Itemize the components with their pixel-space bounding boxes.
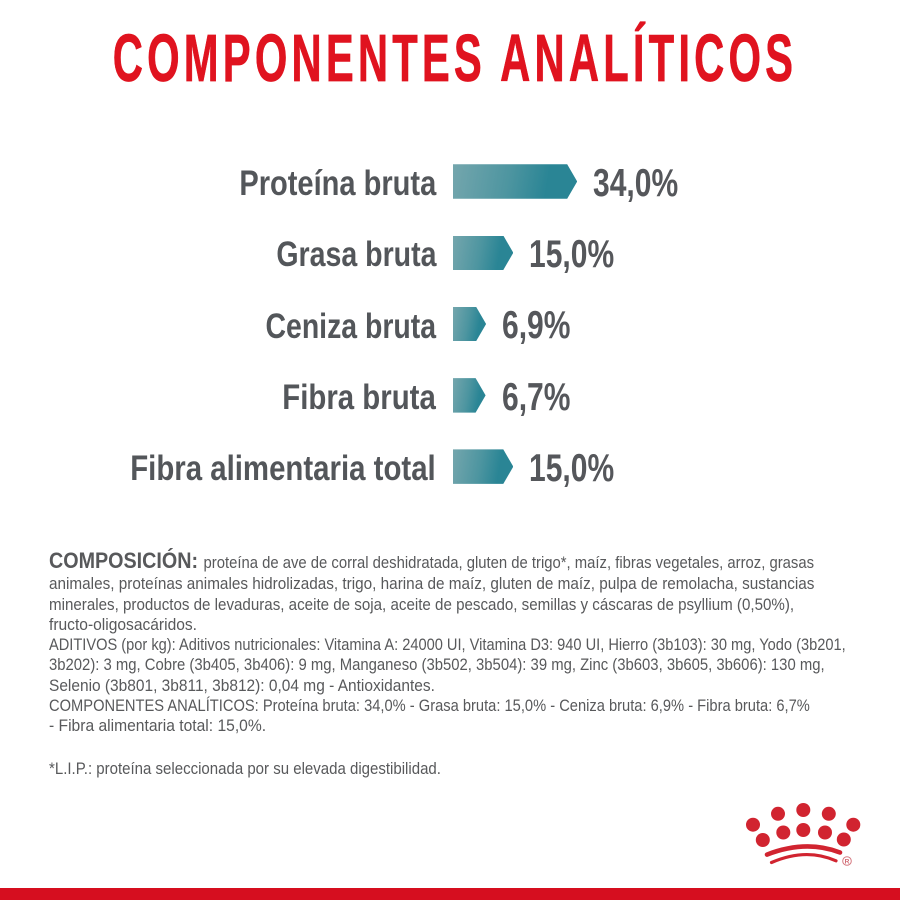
svg-text:R: R: [845, 859, 850, 866]
